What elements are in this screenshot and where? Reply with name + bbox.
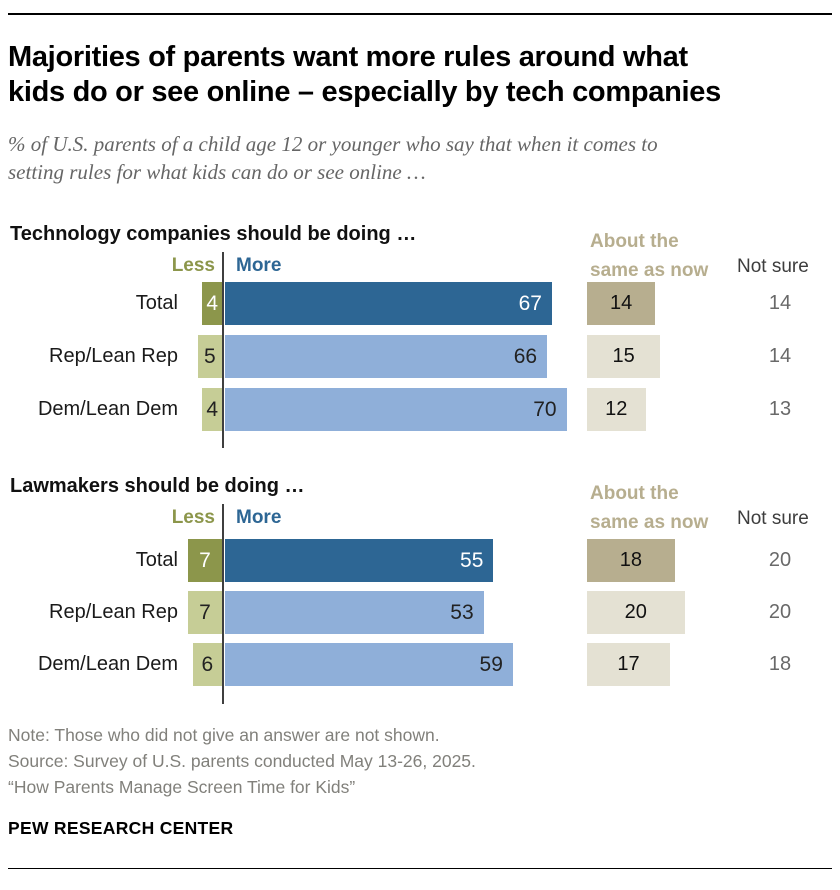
page-title: Majorities of parents want more rules ar…	[8, 40, 828, 110]
same-as-now-box: 15	[587, 335, 661, 378]
legend-not-sure: Not sure	[737, 508, 809, 529]
chart-subtitle-line2: setting rules for what kids can do or se…	[8, 160, 426, 184]
row-label: Total	[135, 292, 178, 314]
more-bar: 66	[225, 335, 548, 378]
legend-more: More	[236, 255, 282, 276]
legend-about-same-line1: About the	[590, 231, 679, 252]
less-bar: 6	[192, 643, 222, 686]
not-sure-value: 14	[768, 292, 792, 314]
less-value: 5	[203, 344, 216, 368]
row-label: Dem/Lean Dem	[37, 653, 178, 675]
more-bar: 59	[225, 643, 513, 686]
legend-more: More	[236, 507, 282, 528]
chart-subtitle: % of U.S. parents of a child age 12 or y…	[8, 130, 828, 186]
chart-row: Total 7 55 18 20	[0, 539, 840, 582]
same-as-now-box: 14	[587, 282, 656, 325]
legend-about-same-line2: same as now	[590, 260, 709, 281]
section-title-lawmakers: Lawmakers should be doing …	[10, 475, 305, 497]
more-value: 66	[513, 344, 538, 368]
less-value: 7	[199, 600, 211, 624]
same-as-now-value: 17	[617, 653, 640, 675]
less-bar: 7	[187, 591, 222, 634]
footnote-source: Source: Survey of U.S. parents conducted…	[8, 751, 476, 771]
footnote: Note: Those who did not give an answer a…	[8, 722, 476, 800]
chart-row: Dem/Lean Dem 6 59 17 18	[0, 643, 840, 686]
less-value: 4	[206, 397, 219, 421]
same-as-now-box: 12	[587, 388, 646, 431]
more-bar: 55	[225, 539, 494, 582]
page-title-line1: Majorities of parents want more rules ar…	[8, 41, 688, 73]
less-bar: 4	[202, 388, 222, 431]
same-as-now-value: 20	[624, 601, 647, 623]
same-as-now-value: 15	[612, 345, 635, 367]
same-as-now-box: 20	[587, 591, 685, 634]
same-as-now-value: 14	[610, 292, 633, 314]
pew-research-center-logo: PEW RESEARCH CENTER	[8, 818, 234, 838]
same-as-now-box: 17	[587, 643, 670, 686]
section-title-tech-companies: Technology companies should be doing …	[10, 223, 417, 245]
tech-companies-chart: Technology companies should be doing … L…	[0, 218, 840, 453]
chart-subtitle-line1: % of U.S. parents of a child age 12 or y…	[8, 132, 658, 156]
not-sure-value: 18	[768, 653, 792, 675]
not-sure-value: 20	[768, 601, 792, 623]
row-label: Total	[135, 549, 178, 571]
more-bar: 70	[225, 388, 567, 431]
page-title-line2: kids do or see online – especially by te…	[8, 76, 721, 108]
axis-line	[222, 252, 224, 448]
bottom-divider	[8, 868, 832, 869]
less-bar: 5	[197, 335, 222, 378]
more-bar: 53	[225, 591, 484, 634]
chart-row: Dem/Lean Dem 4 70 12 13	[0, 388, 840, 431]
more-value: 70	[533, 397, 557, 421]
legend-about-same: About the same as now	[590, 479, 708, 537]
chart-row: Rep/Lean Rep 7 53 20 20	[0, 591, 840, 634]
row-label: Rep/Lean Rep	[49, 601, 178, 623]
more-value: 59	[479, 652, 503, 676]
lawmakers-chart: Lawmakers should be doing … Less More Ab…	[0, 470, 840, 715]
chart-row: Total 4 67 14 14	[0, 282, 840, 325]
top-divider	[8, 13, 832, 15]
footnote-report: “How Parents Manage Screen Time for Kids…	[8, 777, 356, 797]
legend-less: Less	[171, 507, 215, 528]
less-bar: 7	[187, 539, 222, 582]
less-value: 6	[201, 652, 214, 676]
footnote-note: Note: Those who did not give an answer a…	[8, 725, 440, 745]
less-value: 4	[206, 291, 219, 315]
legend-not-sure: Not sure	[737, 256, 809, 277]
less-value: 7	[199, 548, 211, 572]
same-as-now-value: 18	[619, 549, 643, 571]
legend-about-same-line2: same as now	[590, 512, 709, 533]
chart-row: Rep/Lean Rep 5 66 15 14	[0, 335, 840, 378]
legend-less: Less	[171, 255, 215, 276]
legend-about-same: About the same as now	[590, 227, 708, 285]
more-bar: 67	[225, 282, 552, 325]
legend-about-same-line1: About the	[590, 483, 679, 504]
less-bar: 4	[202, 282, 222, 325]
not-sure-value: 13	[768, 398, 792, 420]
more-value: 67	[518, 291, 542, 315]
same-as-now-value: 12	[605, 398, 628, 420]
more-value: 53	[450, 600, 474, 624]
row-label: Dem/Lean Dem	[37, 398, 178, 420]
more-value: 55	[460, 548, 484, 572]
same-as-now-box: 18	[587, 539, 675, 582]
not-sure-value: 14	[768, 345, 792, 367]
not-sure-value: 20	[768, 549, 792, 571]
axis-line	[222, 504, 224, 704]
row-label: Rep/Lean Rep	[49, 345, 178, 367]
